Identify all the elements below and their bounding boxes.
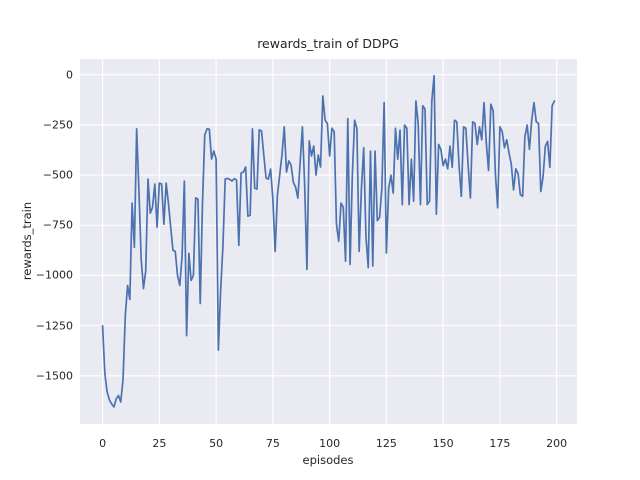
y-tick-label: −500 <box>42 168 73 182</box>
x-tick-label: 75 <box>265 437 280 450</box>
x-tick-label: 175 <box>489 437 511 450</box>
x-tick-label: 200 <box>546 437 568 450</box>
y-tick-label: −1000 <box>35 268 73 282</box>
y-axis-label: rewards_train <box>20 201 34 281</box>
y-tick-label: −1500 <box>35 369 73 383</box>
x-tick-label: 25 <box>152 437 167 450</box>
x-tick-label: 125 <box>375 437 397 450</box>
y-tick-label: −250 <box>42 118 73 132</box>
x-tick-label: 150 <box>432 437 454 450</box>
x-tick-label: 50 <box>209 437 224 450</box>
x-tick-label: 0 <box>99 437 107 450</box>
series-line-rewards_train <box>101 74 556 408</box>
plot-background <box>80 59 577 424</box>
y-tick-label: −1250 <box>35 319 73 333</box>
x-tick-label: 100 <box>319 437 341 450</box>
chart-title: rewards_train of DDPG <box>257 36 399 51</box>
y-tick-label: 0 <box>66 68 73 82</box>
y-tick-label: −750 <box>42 218 73 232</box>
x-axis-label: episodes <box>302 453 354 467</box>
